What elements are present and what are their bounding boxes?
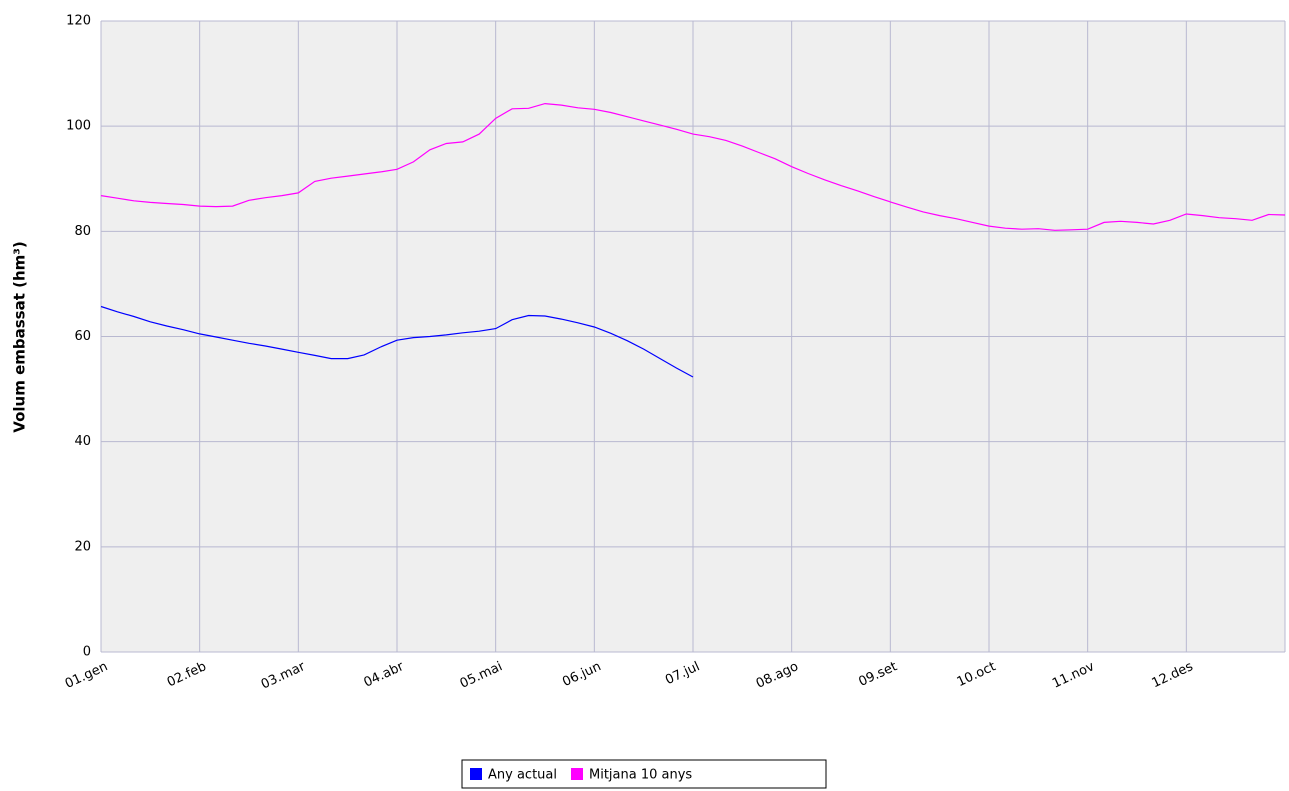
y-tick-label: 120 bbox=[66, 14, 91, 29]
y-axis-label: Volum embassat (hm³) bbox=[11, 241, 29, 432]
y-tick-label: 60 bbox=[74, 329, 91, 344]
x-tick-label: 03.mar bbox=[259, 659, 308, 693]
legend-swatch bbox=[571, 768, 583, 780]
x-tick-label: 04.abr bbox=[362, 659, 407, 691]
x-tick-label: 07.jul bbox=[663, 659, 702, 688]
legend-label: Any actual bbox=[488, 768, 557, 783]
x-tick-label: 05.mai bbox=[458, 659, 505, 692]
x-tick-label: 01.gen bbox=[63, 659, 110, 692]
x-tick-label: 06.jun bbox=[560, 659, 603, 690]
y-tick-label: 20 bbox=[74, 539, 91, 554]
legend-swatch bbox=[470, 768, 482, 780]
y-tick-label: 80 bbox=[74, 224, 91, 239]
x-tick-label: 02.feb bbox=[165, 659, 209, 690]
x-tick-label: 11.nov bbox=[1050, 659, 1097, 692]
series-line bbox=[100, 102, 1286, 231]
x-tick-label: 10.oct bbox=[955, 659, 998, 690]
legend bbox=[461, 759, 827, 789]
x-tick-label: 08.ago bbox=[754, 659, 801, 692]
y-tick-label: 100 bbox=[66, 119, 91, 134]
x-tick-label: 09.set bbox=[856, 659, 899, 690]
y-tick-label: 40 bbox=[74, 434, 91, 449]
series-line bbox=[100, 305, 694, 378]
y-tick-label: 0 bbox=[83, 645, 91, 660]
x-tick-label: 12.des bbox=[1150, 659, 1196, 691]
legend-label: Mitjana 10 anys bbox=[589, 768, 692, 783]
